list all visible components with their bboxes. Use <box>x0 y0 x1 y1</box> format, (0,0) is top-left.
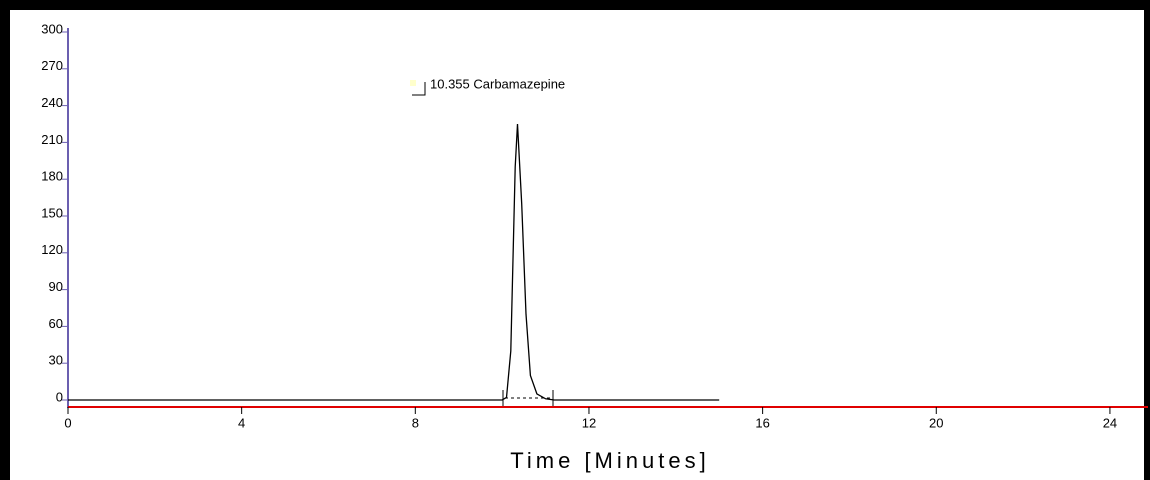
frame-right <box>1144 0 1150 480</box>
y-tick-label: 60 <box>49 316 63 331</box>
y-tick-label: 120 <box>41 242 63 257</box>
y-tick-label: 300 <box>41 21 63 36</box>
frame-left <box>0 0 10 480</box>
x-tick-label: 24 <box>1103 415 1117 430</box>
y-tick-label: 180 <box>41 169 63 184</box>
x-axis-title: Time [Minutes] <box>510 448 709 473</box>
frame-top <box>0 0 1150 10</box>
y-tick-label: 0 <box>56 389 63 404</box>
x-tick-label: 12 <box>582 415 596 430</box>
x-tick-label: 16 <box>755 415 769 430</box>
x-tick-label: 8 <box>412 415 419 430</box>
x-tick-label: 20 <box>929 415 943 430</box>
y-tick-label: 30 <box>49 353 63 368</box>
peak-annotation: 10.355 Carbamazepine <box>430 76 565 91</box>
y-tick-label: 210 <box>41 132 63 147</box>
y-tick-label: 240 <box>41 95 63 110</box>
trace <box>68 123 720 401</box>
y-tick-label: 270 <box>41 58 63 73</box>
y-tick-label: 150 <box>41 205 63 220</box>
y-tick-label: 90 <box>49 279 63 294</box>
x-tick-label: 0 <box>64 415 71 430</box>
x-tick-label: 4 <box>238 415 245 430</box>
peak-bracket <box>412 82 426 96</box>
peak-marker <box>410 80 416 86</box>
